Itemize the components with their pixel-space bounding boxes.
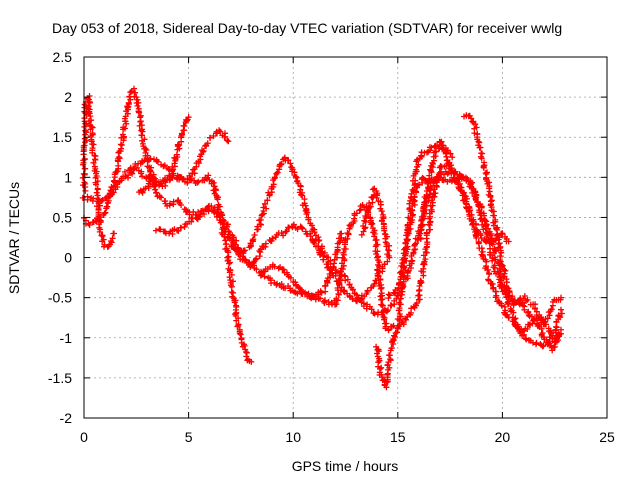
x-tick-label: 0 [80,429,88,445]
y-tick-label: 0 [64,250,72,266]
series-markers [79,127,232,205]
series-markers [396,157,564,345]
y-tick-label: 1.5 [53,129,73,145]
series-markers [385,173,564,328]
x-tick-label: 25 [599,429,615,445]
y-tick-label: 0.5 [53,209,73,225]
x-tick-label: 20 [495,429,511,445]
x-tick-label: 15 [390,429,406,445]
plot-area-frame [83,56,608,419]
y-axis-label: SDTVAR / TECUs [6,182,22,294]
grid [84,57,607,418]
series-trace-c [79,127,232,205]
y-tick-label: 2 [64,89,72,105]
series-trace-e [136,168,345,301]
y-tick-label: -2 [60,410,73,426]
series-markers [136,168,345,301]
series-trace-j [396,157,564,345]
axis-ticks: 0 5 10 15 20 25 2.5 2 1.5 1 0.5 0 -0.5 -1 -1.5 -2 [48,49,615,445]
x-tick-label: 5 [185,429,193,445]
x-axis-label: GPS time / hours [292,458,399,474]
chart-title: Day 053 of 2018, Sidereal Day-to-day VTE… [52,20,562,36]
series-trace-l [461,112,564,354]
y-tick-label: 1 [64,169,72,185]
data-marks [79,85,565,391]
series-markers [358,185,393,261]
y-tick-label: -1 [60,330,73,346]
y-tick-label: -0.5 [48,290,72,306]
series-trace-h [258,201,397,334]
y-tick-label: 2.5 [53,49,73,65]
x-tick-label: 10 [285,429,301,445]
series-markers [258,201,397,334]
series-markers [79,93,117,250]
y-tick-label: -1.5 [48,370,72,386]
series-markers [415,143,456,243]
series-trace-b [79,93,117,250]
series-trace-m [415,143,456,243]
series-trace-n [358,185,393,261]
series-trace-k [385,173,564,328]
series-markers [461,112,564,354]
